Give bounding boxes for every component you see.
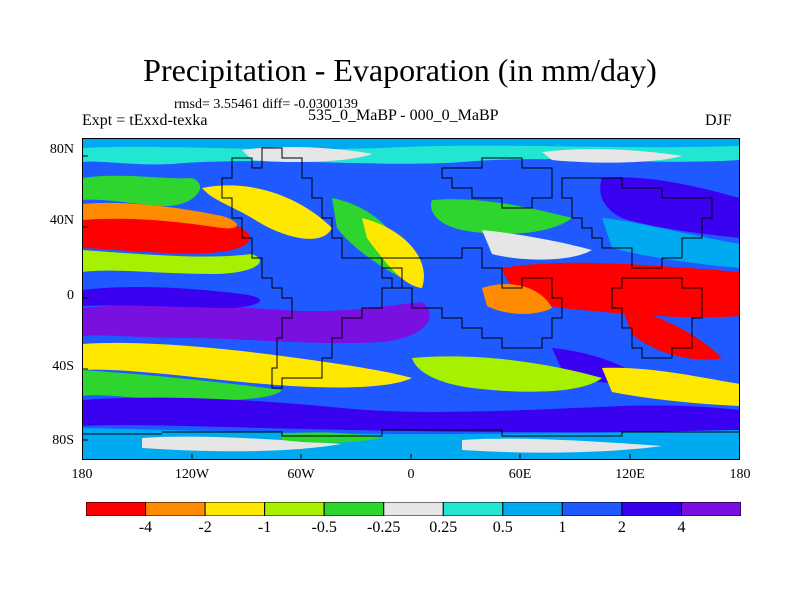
coastline-africa: [381, 247, 563, 349]
coastlines: [82, 147, 740, 437]
lat-tick-80n: 80N: [49, 142, 74, 157]
lat-tick-40n: 40N: [49, 213, 74, 228]
lon-tick-120e: 120E: [615, 467, 645, 482]
season-label: DJF: [705, 112, 732, 129]
lat-tick-0: 0: [67, 288, 74, 303]
colorbar-box-3: [264, 502, 325, 516]
field-antarctic-grey-2: [462, 438, 662, 453]
lat-tick-80s: 80S: [52, 433, 74, 448]
coastline-gondwana-east: [611, 277, 703, 359]
colorbar-box-9: [621, 502, 682, 516]
colorbar-label-3: -0.5: [311, 519, 337, 536]
field-pacific-green-north: [82, 175, 201, 207]
map-field: [82, 138, 740, 460]
lon-tick-120w: 120W: [174, 467, 210, 482]
field-south-green-2: [82, 370, 282, 401]
field-asia-indigo: [600, 177, 740, 238]
field-arctic-grey-2: [542, 149, 682, 163]
colorbar-box-5: [383, 502, 444, 516]
experiment-label: Expt = tExxd-texka: [82, 112, 208, 129]
field-south-yellow-1: [82, 342, 412, 388]
coastline-america: [221, 147, 403, 389]
colorbar-label-4: -0.25: [367, 519, 401, 536]
field-south-green: [412, 356, 602, 392]
colorbar-box-2: [204, 502, 266, 516]
difference-label: 535_0_MaBP - 000_0_MaBP: [308, 107, 499, 124]
colorbar-box-10: [680, 502, 741, 516]
colorbar-label-9: 4: [677, 519, 686, 536]
colorbar-box-1: [145, 502, 206, 516]
field-asia-cyan: [602, 218, 740, 268]
field-tropical-orange: [482, 284, 552, 314]
precip-evap-map: [82, 138, 740, 460]
field-america-yellow: [202, 185, 332, 239]
field-atlantic-yellow: [362, 218, 424, 288]
field-antarctic-grey-1: [142, 436, 342, 452]
field-antarctic-green: [282, 432, 382, 443]
field-south-yellow-2: [602, 367, 740, 406]
colorbar-box-6: [442, 502, 504, 516]
lon-tick-180e: 180: [729, 467, 751, 482]
map-ticks: [82, 155, 631, 460]
colorbar-label-6: 0.5: [492, 519, 513, 536]
coastline-asia: [561, 177, 713, 269]
field-southern-indigo: [82, 397, 740, 433]
plot-title: Precipitation - Evaporation (in mm/day): [143, 52, 657, 88]
colorbar-boxes: [86, 502, 741, 516]
field-mediterranean-grey: [482, 230, 592, 260]
lon-tick-60e: 60E: [508, 467, 532, 482]
coastline-antarctica: [82, 429, 740, 437]
field-tropical-red-south: [622, 308, 722, 360]
lat-tick-40s: 40S: [52, 359, 74, 374]
colorbar-label-0: -4: [138, 519, 153, 536]
colorbar: [86, 502, 741, 516]
field-pacific-lightgreen: [82, 250, 260, 274]
field-tropical-indigo: [82, 287, 261, 308]
field-tropical-violet: [82, 302, 430, 344]
colorbar-box-7: [502, 502, 563, 516]
colorbar-label-5: 0.25: [429, 519, 458, 536]
colorbar-label-1: -2: [198, 519, 212, 536]
stats-line: rmsd= 3.55461 diff= -0.0300139: [174, 97, 358, 112]
colorbar-label-8: 2: [617, 519, 626, 536]
lon-tick-0: 0: [407, 467, 415, 482]
field-arctic-grey-1: [242, 147, 372, 162]
field-pacific-orange: [82, 202, 237, 229]
coastline-europe: [441, 157, 553, 209]
colorbar-label-7: 1: [558, 519, 567, 536]
field-mediterranean-green: [431, 199, 572, 234]
lon-tick-60w: 60W: [287, 467, 315, 482]
colorbar-box-0: [86, 502, 147, 516]
colorbar-box-4: [323, 502, 385, 516]
field-arctic-cap: [82, 138, 740, 150]
field-europe-blue: [412, 163, 562, 201]
colorbar-label-2: -1: [257, 519, 272, 536]
lon-tick-180w: 180: [71, 467, 93, 482]
colorbar-box-8: [561, 502, 623, 516]
